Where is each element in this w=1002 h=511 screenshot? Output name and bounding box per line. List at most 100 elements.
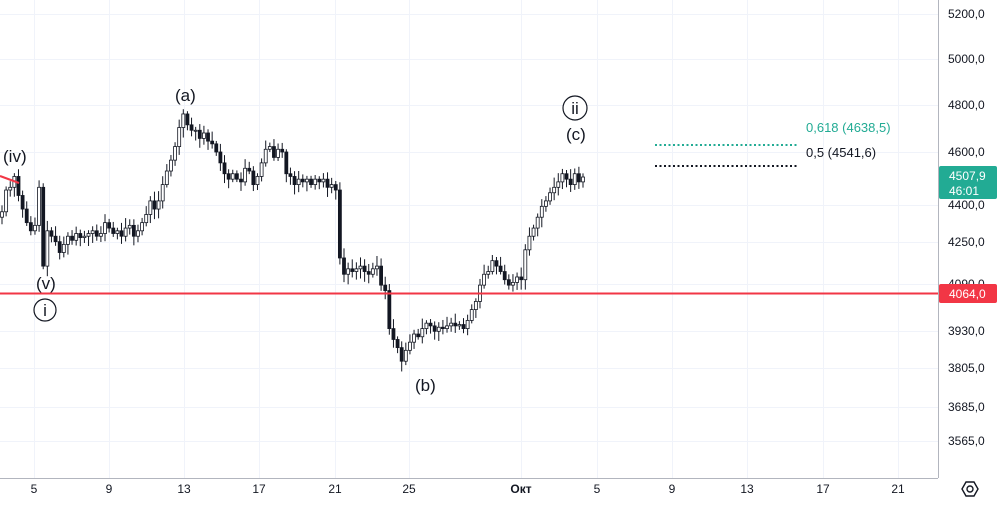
grid bbox=[0, 0, 938, 478]
price-tick-label: 5200,0 bbox=[948, 7, 985, 21]
candle bbox=[181, 109, 186, 138]
time-tick-label: 17 bbox=[252, 482, 266, 496]
candle bbox=[412, 329, 416, 349]
candle bbox=[66, 232, 70, 255]
candle bbox=[490, 254, 495, 275]
candle bbox=[403, 342, 408, 366]
candle bbox=[4, 186, 9, 217]
fib-level-label-0618: 0,618 (4638,5) bbox=[806, 120, 891, 135]
candle bbox=[309, 175, 313, 188]
candle bbox=[379, 258, 383, 291]
candle bbox=[247, 161, 252, 175]
candle bbox=[255, 173, 260, 191]
candle bbox=[366, 263, 371, 284]
candle bbox=[539, 199, 544, 228]
candle bbox=[16, 169, 21, 202]
wave-label-i-circle: i bbox=[33, 298, 57, 322]
candle bbox=[441, 319, 445, 335]
candle bbox=[564, 170, 569, 188]
candle bbox=[267, 142, 272, 153]
candle bbox=[251, 166, 256, 192]
candle bbox=[103, 214, 107, 242]
wave-label-a: (a) bbox=[175, 86, 196, 105]
svg-text:4507,9: 4507,9 bbox=[949, 169, 986, 183]
candle bbox=[230, 169, 235, 183]
candle bbox=[136, 224, 140, 243]
price-tick-label: 3930,0 bbox=[948, 324, 985, 338]
candle bbox=[61, 236, 66, 258]
svg-text:4064,0: 4064,0 bbox=[949, 287, 986, 301]
candle bbox=[115, 227, 120, 240]
settings-gear-icon[interactable] bbox=[961, 481, 979, 497]
candle bbox=[337, 182, 342, 265]
candle bbox=[362, 259, 367, 282]
candle bbox=[173, 142, 177, 166]
candle bbox=[375, 255, 379, 276]
svg-text:i: i bbox=[43, 301, 47, 320]
candle bbox=[449, 317, 454, 332]
candle bbox=[49, 227, 54, 243]
candle bbox=[329, 177, 334, 194]
candle bbox=[177, 119, 182, 155]
candle bbox=[193, 126, 198, 141]
candle bbox=[383, 276, 388, 300]
candle bbox=[70, 230, 74, 245]
candle bbox=[548, 187, 552, 205]
price-tick-label: 3685,0 bbox=[948, 400, 985, 414]
candle bbox=[428, 319, 433, 334]
candle bbox=[576, 166, 581, 189]
candle bbox=[28, 216, 33, 236]
svg-text:ii: ii bbox=[571, 99, 579, 118]
candle bbox=[37, 180, 41, 232]
candle bbox=[581, 173, 585, 188]
fib-level-label-05: 0,5 (4541,6) bbox=[806, 145, 876, 160]
time-axis[interactable]: 5 9 13 17 21 25 Окт 5 9 13 17 21 bbox=[31, 482, 905, 496]
candle bbox=[107, 218, 112, 233]
time-tick-label: 17 bbox=[816, 482, 830, 496]
candle bbox=[8, 181, 13, 197]
candle bbox=[506, 274, 511, 290]
candle bbox=[416, 328, 421, 340]
candle bbox=[239, 172, 243, 191]
candle bbox=[399, 341, 404, 372]
candle bbox=[445, 316, 449, 333]
candle bbox=[140, 217, 144, 236]
candle bbox=[131, 219, 136, 246]
candle bbox=[321, 173, 326, 188]
candle bbox=[465, 314, 470, 336]
trend-line[interactable] bbox=[0, 175, 20, 184]
candle bbox=[395, 336, 400, 354]
candle bbox=[160, 176, 165, 209]
candle bbox=[535, 213, 540, 237]
candle bbox=[292, 171, 297, 195]
time-tick-label: 21 bbox=[891, 482, 905, 496]
time-tick-label: 5 bbox=[594, 482, 601, 496]
candle bbox=[370, 262, 375, 278]
candle bbox=[276, 143, 280, 161]
time-tick-label: 13 bbox=[740, 482, 754, 496]
price-line-badge: 4064,0 bbox=[939, 284, 997, 303]
candle bbox=[473, 298, 478, 318]
price-tick-label: 4600,0 bbox=[948, 145, 985, 159]
candle bbox=[342, 248, 346, 283]
time-tick-label: 9 bbox=[669, 482, 676, 496]
candle bbox=[494, 256, 499, 275]
candle bbox=[90, 226, 95, 243]
wave-label-v: (v) bbox=[36, 274, 56, 293]
candle bbox=[296, 170, 301, 193]
candle bbox=[98, 226, 103, 242]
candle bbox=[350, 259, 355, 278]
wave-label-ii-circle: ii bbox=[562, 95, 588, 121]
time-tick-label: 9 bbox=[106, 482, 113, 496]
candle bbox=[325, 172, 330, 197]
candle bbox=[515, 272, 519, 290]
candle bbox=[556, 173, 561, 196]
candle bbox=[189, 117, 194, 137]
candle bbox=[214, 140, 219, 156]
candle bbox=[185, 111, 190, 131]
candle bbox=[45, 220, 50, 277]
candle bbox=[387, 284, 392, 335]
candle bbox=[0, 205, 4, 225]
price-tick-label: 3805,0 bbox=[948, 361, 985, 375]
